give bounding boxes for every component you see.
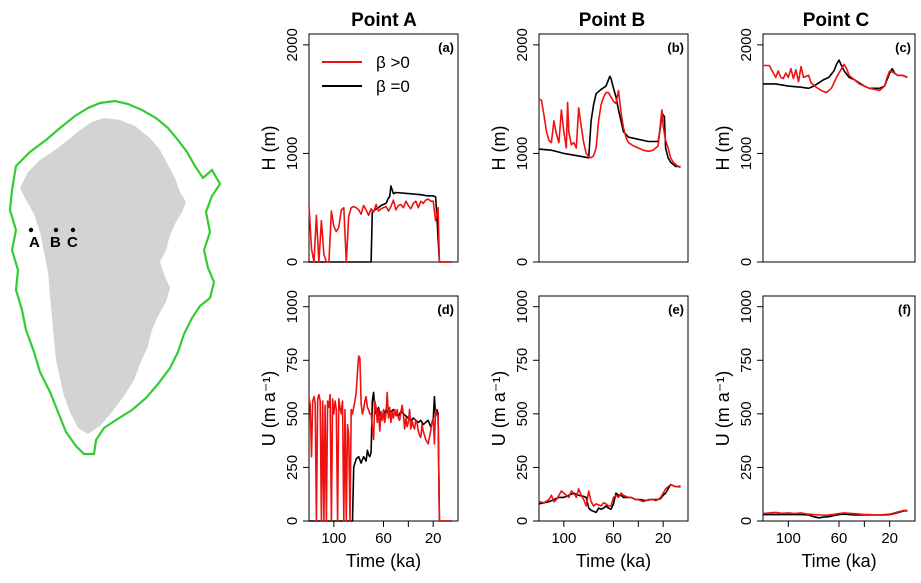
panel-a: 0 1000 2000 H (m) (a) — [259, 28, 459, 266]
panel-f-ytick-label-0: 0 — [738, 517, 755, 525]
panel-e-frame — [538, 295, 689, 522]
panel-d-ytick-label-1000: 1000 — [284, 290, 301, 323]
panel-d-ytick-label-250: 250 — [284, 455, 301, 480]
panel-f-xlabel: Time (ka) — [801, 551, 876, 571]
panel-b-series-beta-positive — [538, 89, 681, 169]
panel-f: 0 250 500 750 1000 U (m a⁻¹) 100 60 20 Time (ka) (… — [713, 290, 916, 571]
panel-e-ytick-label-0: 0 — [514, 517, 531, 525]
panel-b: 0 1000 2000 H (m) (b) — [489, 28, 689, 266]
panel-f-ytick-label-500: 500 — [738, 401, 755, 426]
greenland-map: A B C — [8, 99, 222, 456]
map-point-b-marker — [53, 227, 59, 233]
panel-b-ylabel: H (m) — [489, 126, 509, 171]
panel-e-series-beta-positive — [538, 483, 681, 507]
panel-d-ytick-label-0: 0 — [284, 517, 301, 525]
panel-e-ytick-label-500: 500 — [514, 401, 531, 426]
panel-b-ytick-label-0: 0 — [514, 258, 531, 266]
panel-f-frame — [762, 295, 916, 522]
map-point-a-label: A — [29, 234, 40, 251]
map-point-a-marker — [28, 227, 34, 233]
panel-c-series-beta-positive — [763, 63, 908, 94]
panel-a-frame — [308, 33, 459, 263]
column-title-point-a: Point A — [351, 10, 417, 31]
panel-c-ylabel: H (m) — [713, 126, 733, 171]
panel-b-tag: (b) — [667, 40, 684, 55]
panel-d-tag: (d) — [437, 302, 454, 317]
map-point-c-label: C — [67, 234, 78, 251]
panel-e-ytick-label-750: 750 — [514, 348, 531, 373]
panel-f-xtick-label-20: 20 — [881, 530, 898, 547]
panel-b-frame — [538, 33, 689, 263]
panel-d-xlabel: Time (ka) — [346, 551, 421, 571]
panel-f-xtick-label-60: 60 — [831, 530, 848, 547]
panel-c-ytick-label-0: 0 — [738, 258, 755, 266]
legend-label-beta-positive: β >0 — [376, 53, 410, 72]
panel-d-xtick-label-60: 60 — [375, 530, 392, 547]
panel-c: 0 1000 2000 H (m) (c) — [713, 28, 916, 266]
panel-d-series-beta-positive — [308, 355, 452, 522]
panel-e-ytick-label-250: 250 — [514, 455, 531, 480]
panel-a-series-beta-zero — [309, 185, 452, 263]
ice-sheet-extent — [20, 118, 186, 434]
map-point-c-marker — [70, 227, 76, 233]
panel-e-xtick-label-20: 20 — [655, 530, 672, 547]
panel-f-tag: (f) — [898, 302, 911, 317]
panel-b-ytick-label-2000: 2000 — [514, 28, 531, 61]
panel-d-xtick-label-100: 100 — [321, 530, 346, 547]
panel-d-ylabel: U (m a⁻¹) — [259, 371, 279, 447]
column-title-point-b: Point B — [579, 10, 646, 31]
panel-f-ytick-label-250: 250 — [738, 455, 755, 480]
panel-e-xtick-label-60: 60 — [605, 530, 622, 547]
panel-c-tag: (c) — [895, 40, 911, 55]
panel-d-xtick-label-20: 20 — [425, 530, 442, 547]
panel-a-series-beta-positive — [308, 198, 452, 263]
panel-a-ytick-label-2000: 2000 — [284, 28, 301, 61]
panel-f-ylabel: U (m a⁻¹) — [713, 371, 733, 447]
panel-f-ytick-label-750: 750 — [738, 348, 755, 373]
panel-d-ytick-label-500: 500 — [284, 401, 301, 426]
column-title-point-c: Point C — [803, 10, 870, 31]
panel-a-ytick-label-1000: 1000 — [284, 137, 301, 170]
legend-label-beta-zero: β =0 — [376, 77, 410, 96]
panel-c-ytick-label-2000: 2000 — [738, 28, 755, 61]
panel-f-ytick-label-1000: 1000 — [738, 290, 755, 323]
panel-b-ytick-label-1000: 1000 — [514, 137, 531, 170]
legend: β >0 β =0 — [322, 53, 410, 96]
panel-c-ytick-label-1000: 1000 — [738, 137, 755, 170]
ice-free-margin — [8, 99, 222, 456]
panel-e-tag: (e) — [668, 302, 684, 317]
panel-e-xtick-label-100: 100 — [551, 530, 576, 547]
map-point-b-label: B — [50, 234, 61, 251]
panel-f-xtick-label-100: 100 — [776, 530, 801, 547]
panel-d-ytick-label-750: 750 — [284, 348, 301, 373]
panel-a-tag: (a) — [438, 40, 454, 55]
panel-a-ytick-label-0: 0 — [284, 258, 301, 266]
panel-e-xlabel: Time (ka) — [576, 551, 651, 571]
panel-e-ylabel: U (m a⁻¹) — [489, 371, 509, 447]
panel-a-ylabel: H (m) — [259, 126, 279, 171]
panel-c-frame — [762, 33, 916, 263]
panel-e-ytick-label-1000: 1000 — [514, 290, 531, 323]
panel-f-series-beta-positive — [762, 509, 908, 516]
